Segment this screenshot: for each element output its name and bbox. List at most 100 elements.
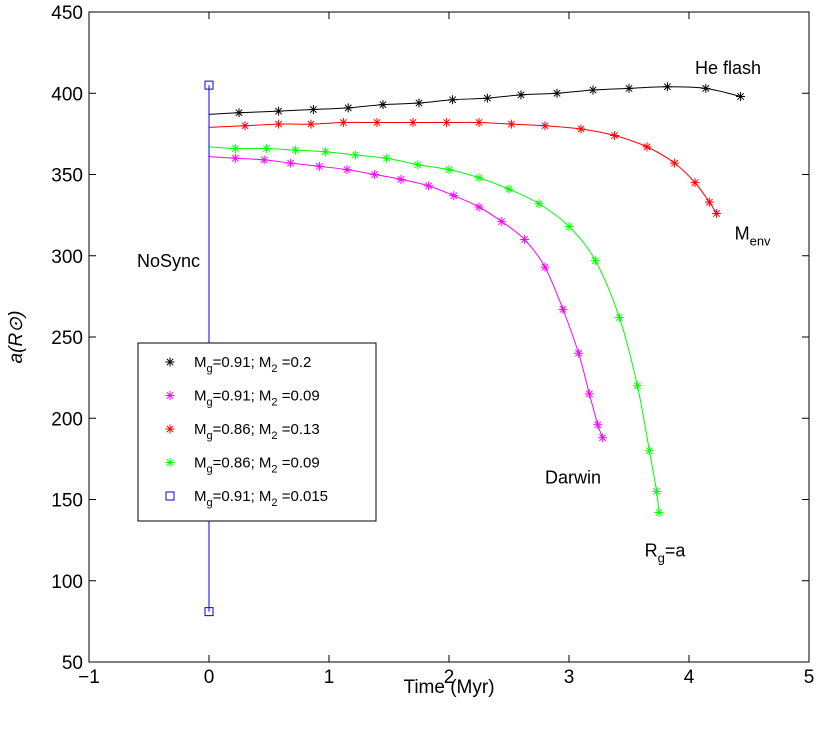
data-point	[414, 98, 424, 108]
data-point	[590, 256, 600, 266]
x-tick-label: 2	[444, 667, 455, 688]
annotation: Menv	[735, 224, 771, 249]
data-point	[540, 121, 550, 131]
y-tick-label: 50	[62, 653, 83, 674]
data-point	[413, 160, 423, 170]
annotation-layer: He flash Menv NoSync Darwin Rg=a	[137, 58, 771, 566]
y-tick-label: 350	[51, 166, 83, 187]
annotation: NoSync	[137, 251, 200, 271]
data-point	[372, 118, 382, 127]
data-point	[564, 222, 574, 231]
data-point	[588, 85, 598, 95]
y-axis-label: a(R⊙)	[6, 311, 27, 364]
y-tick-label: 200	[51, 409, 83, 430]
data-point	[593, 420, 603, 430]
ticks-layer: −1 0 1 2 3 4 5 50 100 150 200 250 300 350 400 450	[51, 3, 814, 688]
x-axis-label: Time (Myr)	[403, 677, 494, 698]
annotation: He flash	[695, 58, 761, 78]
data-point	[534, 199, 544, 209]
data-point	[690, 178, 700, 188]
series-layer	[204, 80, 746, 617]
data-point	[382, 153, 392, 163]
legend: Mg=0.91; M2 =0.2 Mg=0.91; M2 =0.09 Mg=0.86…	[137, 342, 377, 522]
legend-marker-3	[165, 458, 175, 467]
data-point	[240, 121, 250, 131]
data-point	[314, 161, 324, 171]
data-point	[654, 508, 664, 517]
data-point	[497, 217, 507, 227]
data-point	[449, 191, 459, 201]
data-point	[632, 381, 642, 391]
data-point	[474, 202, 484, 212]
legend-label-3: Mg=0.86; M2 =0.09	[194, 455, 320, 476]
data-point	[482, 93, 492, 103]
data-point	[230, 153, 240, 163]
x-tick-label: 0	[204, 667, 215, 688]
data-point	[286, 158, 296, 168]
data-point	[662, 82, 672, 92]
data-point	[558, 304, 568, 314]
data-point	[704, 197, 714, 207]
legend-marker-1	[165, 391, 175, 400]
data-point	[204, 607, 214, 617]
legend-marker-4	[165, 491, 175, 501]
x-tick-label: 5	[804, 667, 815, 688]
data-point	[448, 95, 458, 105]
data-point	[274, 106, 284, 116]
data-point	[342, 165, 352, 175]
x-tick-label: −1	[78, 667, 100, 688]
data-point	[444, 165, 454, 175]
y-tick-label: 300	[51, 247, 83, 268]
plot-frame	[88, 11, 810, 663]
data-point	[670, 158, 680, 168]
data-point	[378, 100, 388, 110]
data-point	[624, 83, 634, 93]
data-point	[408, 118, 418, 127]
data-point	[504, 184, 514, 194]
data-point	[320, 147, 330, 157]
data-point	[350, 150, 360, 160]
data-point	[506, 119, 516, 129]
legend-box	[137, 342, 377, 522]
data-point	[574, 348, 584, 358]
data-point	[442, 118, 452, 127]
data-point	[576, 124, 586, 134]
data-point	[308, 105, 318, 114]
data-point	[644, 446, 654, 456]
data-point	[598, 433, 608, 443]
data-point	[474, 173, 484, 183]
x-tick-label: 3	[564, 667, 575, 688]
legend-label-2: Mg=0.86; M2 =0.13	[194, 421, 320, 442]
data-point	[259, 155, 269, 165]
data-point	[552, 88, 562, 98]
data-point	[712, 209, 722, 218]
y-tick-label: 250	[51, 328, 83, 349]
data-point	[230, 144, 240, 153]
data-point	[338, 118, 348, 127]
data-point	[274, 119, 284, 129]
legend-marker-2	[165, 424, 175, 434]
data-point	[540, 262, 550, 272]
x-tick-label: 4	[684, 667, 695, 688]
data-point	[520, 235, 530, 244]
legend-marker-0	[165, 357, 175, 367]
y-tick-label: 150	[51, 491, 83, 512]
data-point	[370, 170, 380, 179]
data-point	[614, 313, 624, 322]
data-point	[516, 90, 526, 100]
y-tick-label: 400	[51, 84, 83, 105]
data-point	[642, 142, 652, 152]
data-point	[701, 83, 711, 93]
data-point	[204, 80, 214, 90]
data-point	[306, 119, 316, 129]
legend-label-1: Mg=0.91; M2 =0.09	[194, 388, 320, 409]
y-tick-label: 100	[51, 572, 83, 593]
y-tick-label: 450	[51, 3, 83, 24]
data-point	[396, 174, 406, 184]
data-point	[234, 108, 244, 118]
annotation: Darwin	[545, 467, 601, 487]
data-point	[424, 181, 434, 191]
data-point	[474, 118, 484, 127]
legend-label-4: Mg=0.91; M2 =0.015	[194, 488, 328, 509]
